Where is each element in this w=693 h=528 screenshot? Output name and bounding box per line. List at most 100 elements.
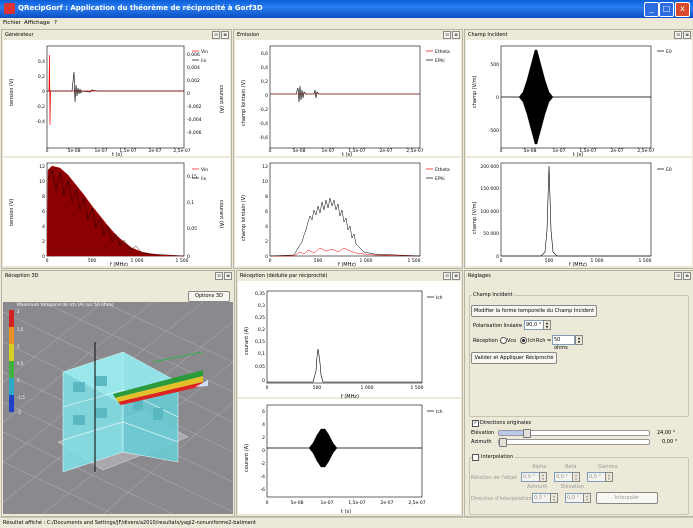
modify-waveform-button[interactable]: Modifier la forme temporelle du Champ In… <box>471 305 597 317</box>
float-icon[interactable]: ⊡ <box>674 272 682 280</box>
close-icon[interactable]: ⊠ <box>683 272 691 280</box>
y-tick: 6 <box>42 209 45 215</box>
float-icon[interactable]: ⊡ <box>674 31 682 39</box>
y2-tick: 0 <box>187 254 190 260</box>
elevation-slider[interactable] <box>498 429 650 438</box>
beta-spin[interactable]: ▲ ▼ <box>572 472 580 482</box>
x-tick: 2,5e-07 <box>637 148 654 154</box>
x-axis-label: t (s) <box>342 152 352 158</box>
x-tick: 2,5e-07 <box>408 500 425 506</box>
x-axis-label: t (s) <box>573 152 583 158</box>
x-tick: 5e-08 <box>291 500 304 506</box>
y-tick: 2 <box>42 239 45 245</box>
float-icon[interactable]: ⊡ <box>443 272 451 280</box>
panel-title: Générateur <box>5 32 34 38</box>
legend-item: Ich <box>436 295 443 301</box>
x-axis-label: f (MHz) <box>341 394 359 400</box>
group-champ-incident <box>469 295 689 417</box>
close-icon[interactable]: ⊠ <box>452 272 460 280</box>
window-title: QRecipGorf : Application du théorème de … <box>18 4 263 12</box>
y2-tick: 0,006 <box>187 52 200 58</box>
plot-area <box>235 158 461 266</box>
float-icon[interactable]: ⊡ <box>443 31 451 39</box>
y-tick: 12 <box>262 164 268 170</box>
gamma-field[interactable]: 0,0 ° <box>587 472 606 482</box>
azimuth-slider[interactable] <box>498 438 650 447</box>
y-tick: 0 <box>262 448 265 454</box>
y-tick: 0,4 <box>261 65 268 71</box>
options-3d-button[interactable]: Options 3D <box>188 291 230 302</box>
x-tick: 1 000 <box>591 258 604 264</box>
series-e0-wavepacket <box>501 49 651 145</box>
y-tick: 6 <box>262 409 265 415</box>
beta-field[interactable]: 0,0 ° <box>554 472 573 482</box>
legend-item: Iin <box>201 176 207 182</box>
menu-fichier[interactable]: Fichier <box>3 20 21 26</box>
y-tick: -0,6 <box>259 135 268 141</box>
legend-item: Iin <box>201 58 207 64</box>
azimuth-handle[interactable] <box>499 438 507 447</box>
alpha-header: Alpha <box>532 464 547 470</box>
x-tick: 0 <box>269 258 272 264</box>
plot-area <box>3 40 230 156</box>
close-button[interactable]: x <box>675 2 690 17</box>
close-icon[interactable]: ⊠ <box>221 31 229 39</box>
interpolation-checkbox[interactable] <box>472 454 479 461</box>
elevation-handle[interactable] <box>523 429 531 438</box>
minimize-button[interactable]: _ <box>644 2 659 17</box>
polarisation-field[interactable]: 90,0 ° <box>524 320 544 330</box>
close-icon[interactable]: ⊠ <box>224 272 232 280</box>
x-tick: 0 <box>269 148 272 154</box>
float-icon[interactable]: ⊡ <box>215 272 223 280</box>
interpolate-button[interactable]: Interpoler <box>596 492 658 504</box>
close-icon[interactable]: ⊠ <box>683 31 691 39</box>
directions-checkbox[interactable]: ✓ <box>472 420 479 427</box>
legend-item: E0 <box>666 167 672 173</box>
y2-axis-label: courant (A) <box>218 85 224 113</box>
alpha-field[interactable]: 0,0 ° <box>521 472 540 482</box>
close-icon[interactable]: ⊠ <box>452 31 460 39</box>
x-tick: 0 <box>500 148 503 154</box>
x-tick: 1 500 <box>411 385 424 391</box>
3d-viewport[interactable]: Maximum temporel de Ich (A) sur 50 ohms … <box>2 301 234 515</box>
x-tick: 0 <box>266 500 269 506</box>
menu-help[interactable]: ? <box>54 20 57 26</box>
gamma-spin[interactable]: ▲ ▼ <box>605 472 613 482</box>
rch-spin[interactable]: ▲ ▼ <box>575 335 583 345</box>
x-tick: 500 <box>545 258 554 264</box>
dir-azimuth-field[interactable]: 0,0 ° <box>532 493 551 503</box>
menu-affichage[interactable]: Affichage <box>24 20 50 26</box>
y2-tick: 0,1 <box>187 200 194 206</box>
azimuth-value: 0,00 ° <box>662 439 678 445</box>
plot-area <box>235 40 461 156</box>
panel-generateur: Générateur ⊡ ⊠ tension (V) courant (A) t … <box>1 29 232 269</box>
rotation-label: Rotation de l'objet <box>471 475 517 481</box>
x-tick: 2,5e-07 <box>406 148 423 154</box>
plot-area <box>238 281 461 397</box>
vco-radio[interactable] <box>500 337 507 344</box>
x-tick: 1,5e-07 <box>579 148 596 154</box>
float-icon[interactable]: ⊡ <box>212 31 220 39</box>
y-tick: 8 <box>265 194 268 200</box>
scale-label: -2 <box>17 410 21 415</box>
alpha-spin[interactable]: ▲ ▼ <box>539 472 547 482</box>
y-tick: 4 <box>262 422 265 428</box>
y-tick: 0 <box>496 254 499 260</box>
rch-field[interactable]: 50 ohms <box>552 335 575 351</box>
y-tick: 0,2 <box>261 79 268 85</box>
dir-elevation-field[interactable]: 0,0 ° <box>565 493 584 503</box>
dir-elevation-spin[interactable]: ▲ ▼ <box>583 493 591 503</box>
gamma-header: Gamma <box>598 464 618 470</box>
ich-radio[interactable] <box>520 337 527 344</box>
y2-axis-label: courant (A) <box>218 200 224 228</box>
plot-area <box>238 399 461 514</box>
panel-title: Réception (déduite par réciprocité) <box>240 273 328 279</box>
apply-reciprocity-button[interactable]: Valider et Appliquer Réciprocité <box>471 352 557 364</box>
x-tick: 1e-07 <box>95 148 108 154</box>
maximize-button[interactable]: □ <box>659 2 674 17</box>
dir-azimuth-spin[interactable]: ▲ ▼ <box>550 493 558 503</box>
y-tick: -6 <box>261 487 266 493</box>
polarisation-spin[interactable]: ▲ ▼ <box>543 320 551 330</box>
x-tick: 2,5e-07 <box>173 148 190 154</box>
y-tick: -0,2 <box>36 104 45 110</box>
